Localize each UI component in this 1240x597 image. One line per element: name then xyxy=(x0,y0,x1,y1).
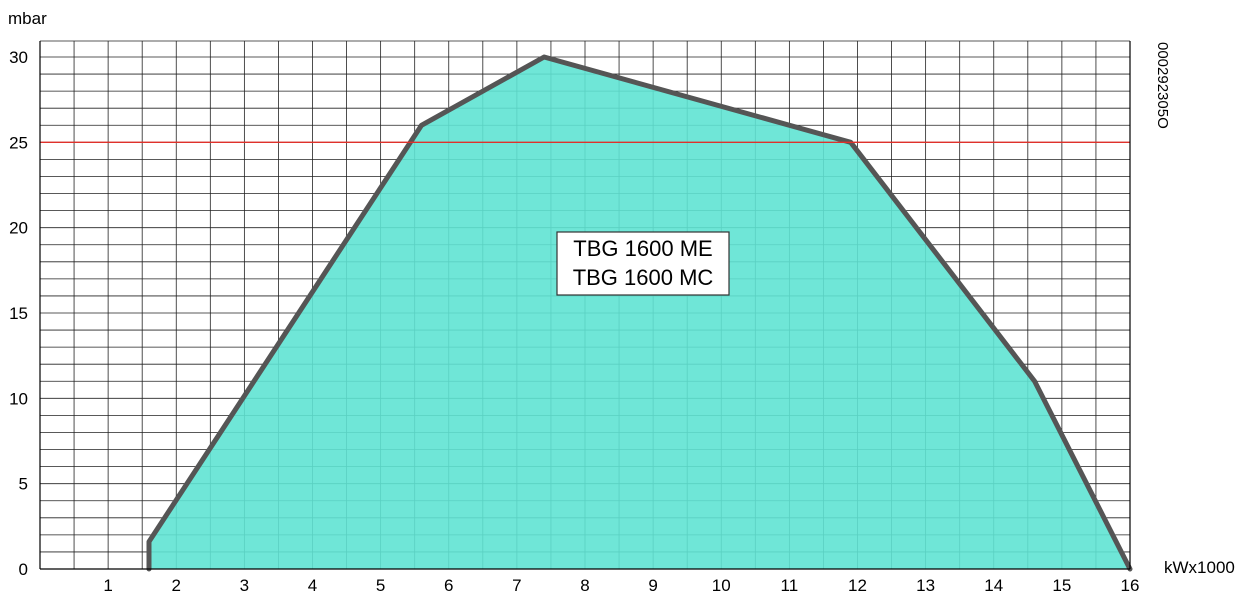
operating-area-fill xyxy=(149,57,1130,569)
operating-area-outline xyxy=(146,54,1133,572)
x-tick-label: 12 xyxy=(848,576,867,595)
x-tick-label: 9 xyxy=(648,576,657,595)
drawing-code-label: 000292305O xyxy=(1154,42,1171,129)
model-label-line-1: TBG 1600 ME xyxy=(573,236,712,261)
y-tick-label: 10 xyxy=(9,389,28,408)
y-tick-label: 0 xyxy=(19,560,28,579)
x-tick-label: 10 xyxy=(712,576,731,595)
x-tick-label: 1 xyxy=(103,576,112,595)
y-tick-label: 5 xyxy=(19,475,28,494)
x-tick-label: 7 xyxy=(512,576,521,595)
model-label-line-2: TBG 1600 MC xyxy=(573,265,714,290)
x-tick-label: 13 xyxy=(916,576,935,595)
x-tick-label: 14 xyxy=(984,576,1003,595)
axes xyxy=(39,41,1131,570)
x-tick-label: 6 xyxy=(444,576,453,595)
x-tick-label: 8 xyxy=(580,576,589,595)
x-tick-label: 5 xyxy=(376,576,385,595)
model-label-box: TBG 1600 ME TBG 1600 MC xyxy=(556,231,730,296)
x-tick-label: 3 xyxy=(240,576,249,595)
x-axis-unit-label: kWx1000 xyxy=(1164,558,1235,577)
x-tick-label: 16 xyxy=(1121,576,1140,595)
x-tick-label: 2 xyxy=(172,576,181,595)
x-tick-label: 15 xyxy=(1052,576,1071,595)
model-label-frame xyxy=(556,231,730,296)
y-tick-label: 20 xyxy=(9,219,28,238)
x-tick-label: 11 xyxy=(781,576,799,595)
y-tick-label: 15 xyxy=(9,304,28,323)
area-series xyxy=(146,54,1133,572)
y-tick-label: 25 xyxy=(9,133,28,152)
y-tick-label: 30 xyxy=(9,48,28,67)
x-tick-label: 4 xyxy=(308,576,317,595)
y-axis-unit-label: mbar xyxy=(8,9,47,28)
